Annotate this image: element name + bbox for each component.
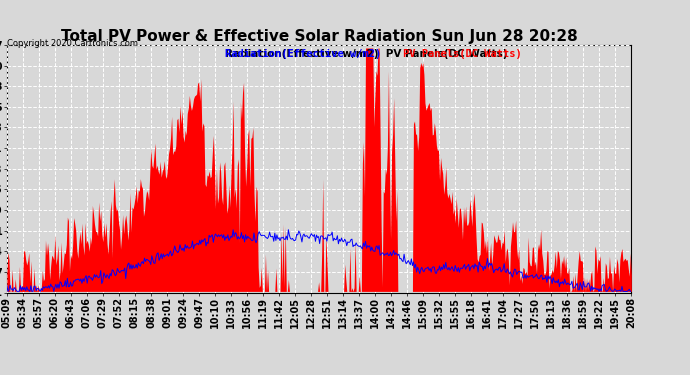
- Text: PV Panels(DC Watts): PV Panels(DC Watts): [404, 49, 522, 59]
- Text: Radiation(Effective w/m2): Radiation(Effective w/m2): [226, 49, 382, 59]
- Text: Copyright 2020 Cartronics.com: Copyright 2020 Cartronics.com: [7, 39, 138, 48]
- Text: Radiation(Effective w/m2)  PV Panels(DC Watts): Radiation(Effective w/m2) PV Panels(DC W…: [226, 49, 508, 59]
- Title: Total PV Power & Effective Solar Radiation Sun Jun 28 20:28: Total PV Power & Effective Solar Radiati…: [61, 29, 578, 44]
